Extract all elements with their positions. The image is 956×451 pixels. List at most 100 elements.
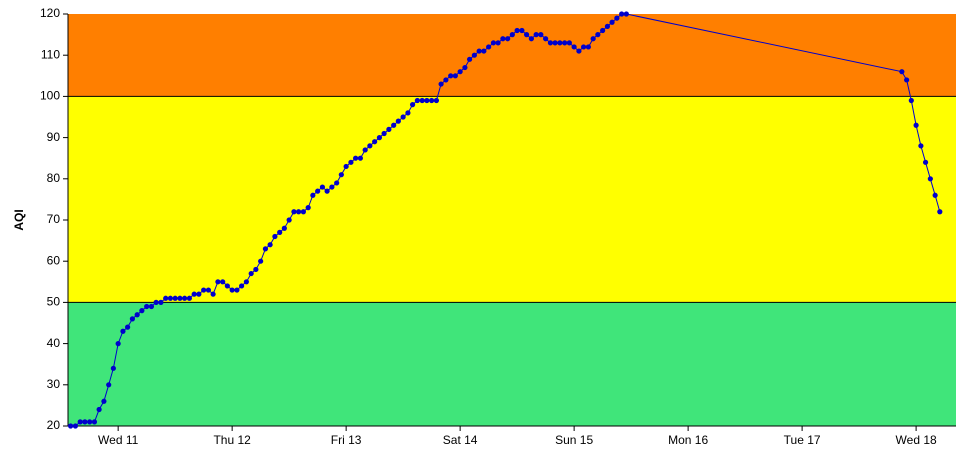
data-point <box>262 246 269 252</box>
data-point <box>528 36 534 42</box>
data-point <box>87 419 93 425</box>
data-point <box>148 303 155 310</box>
data-point <box>391 122 397 128</box>
data-point <box>904 77 910 83</box>
data-point <box>395 118 401 124</box>
data-point <box>272 233 278 240</box>
data-point <box>557 40 563 46</box>
data-point <box>101 398 107 404</box>
data-point <box>419 97 425 104</box>
data-point <box>329 184 335 190</box>
data-point <box>514 27 520 34</box>
data-point <box>400 114 406 120</box>
data-point <box>367 143 373 149</box>
data-point <box>466 56 473 62</box>
data-point <box>505 36 511 42</box>
y-tick-label: 90 <box>47 130 61 144</box>
data-point <box>386 126 392 132</box>
x-tick-label: Fri 13 <box>331 433 362 447</box>
data-point <box>191 291 197 297</box>
data-point <box>267 242 273 248</box>
data-point <box>376 135 383 141</box>
x-tick-label: Mon 16 <box>668 433 708 447</box>
aqi-band <box>68 302 956 426</box>
x-tick-label: Wed 11 <box>98 433 139 447</box>
data-point <box>286 217 292 223</box>
data-point <box>486 44 492 50</box>
data-point <box>210 291 216 297</box>
data-point <box>115 341 121 347</box>
data-point <box>348 159 354 165</box>
data-point <box>229 287 235 293</box>
data-point <box>281 225 287 231</box>
data-point <box>300 209 306 215</box>
data-point <box>129 316 136 322</box>
data-point <box>315 188 321 194</box>
data-point <box>519 27 525 34</box>
x-tick-label: Tue 17 <box>784 433 821 447</box>
data-point <box>144 303 150 310</box>
data-point <box>82 419 88 425</box>
data-point <box>600 27 606 34</box>
data-point <box>139 308 145 314</box>
data-point <box>424 97 430 104</box>
y-tick-label: 100 <box>40 89 60 103</box>
data-point <box>196 291 202 297</box>
data-point <box>500 36 506 42</box>
data-point <box>405 110 411 116</box>
data-point <box>908 97 914 104</box>
data-point <box>433 97 440 104</box>
x-tick-label: Sun 15 <box>555 433 593 447</box>
x-tick-label: Wed 18 <box>896 433 937 447</box>
data-point <box>913 122 919 128</box>
data-point <box>172 295 178 301</box>
data-point <box>409 102 416 108</box>
aqi-band <box>68 14 956 97</box>
data-point <box>614 15 620 21</box>
data-point <box>177 295 183 301</box>
data-point <box>243 279 249 285</box>
data-point <box>918 143 924 149</box>
data-point <box>167 295 173 301</box>
data-point <box>538 31 544 38</box>
data-point <box>471 52 477 58</box>
y-axis-label: AQI <box>12 209 26 230</box>
data-point <box>580 44 587 50</box>
y-tick-label: 20 <box>47 418 61 432</box>
data-point <box>253 266 259 273</box>
data-point <box>457 69 463 75</box>
data-point <box>562 40 568 46</box>
data-point <box>353 155 359 161</box>
data-point <box>106 382 112 388</box>
data-point <box>523 31 530 38</box>
data-point <box>585 44 591 50</box>
data-point <box>571 44 577 50</box>
x-tick-label: Sat 14 <box>443 433 478 447</box>
data-point <box>604 23 611 29</box>
data-point <box>182 295 188 301</box>
data-point <box>305 205 311 211</box>
data-point <box>201 287 207 293</box>
data-point <box>476 48 482 54</box>
data-point <box>922 159 929 165</box>
y-tick-label: 40 <box>47 336 61 350</box>
data-point <box>452 73 458 79</box>
data-point <box>77 419 83 425</box>
data-point <box>258 258 264 264</box>
data-point <box>543 36 549 42</box>
data-point <box>205 287 212 293</box>
data-point <box>68 423 74 429</box>
data-point <box>96 406 102 413</box>
y-tick-label: 50 <box>47 295 61 309</box>
data-point <box>91 419 98 425</box>
y-tick-label: 110 <box>41 47 60 61</box>
data-point <box>533 31 539 38</box>
data-point <box>414 97 420 104</box>
data-point <box>619 11 625 17</box>
x-tick-label: Thu 12 <box>213 433 251 447</box>
data-point <box>362 147 368 153</box>
data-point <box>153 299 159 305</box>
data-point <box>220 279 226 285</box>
data-point <box>547 40 554 46</box>
